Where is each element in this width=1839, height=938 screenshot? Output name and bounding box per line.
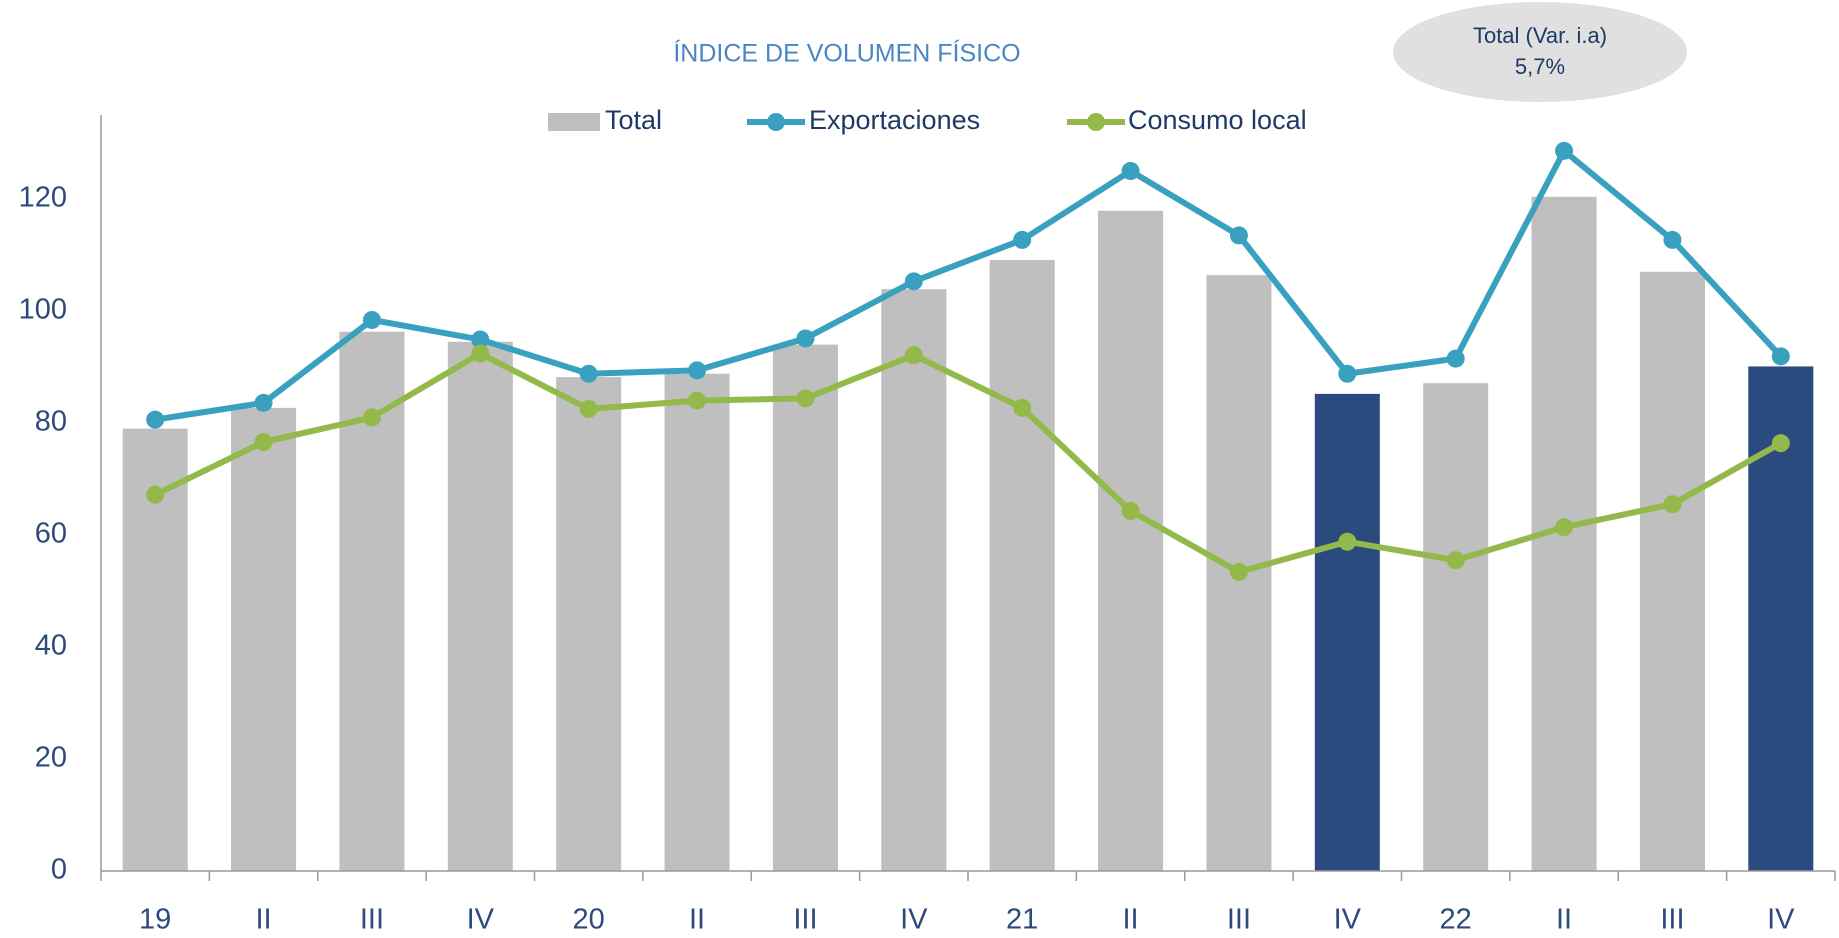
x-tick-label: III <box>793 904 817 936</box>
legend-swatch <box>548 113 600 131</box>
x-tick-label: 21 <box>1006 904 1038 936</box>
y-tick-label: 0 <box>51 854 67 886</box>
marker <box>1121 501 1140 520</box>
legend-label: Exportaciones <box>809 105 980 135</box>
marker <box>254 433 273 452</box>
bar <box>1098 210 1164 871</box>
x-tick-label: III <box>360 904 384 936</box>
marker <box>1663 230 1682 249</box>
marker <box>254 393 273 412</box>
legend-swatch <box>1087 113 1105 131</box>
bar <box>989 260 1055 871</box>
x-tick-label: IV <box>1334 904 1362 936</box>
bar <box>772 344 838 872</box>
marker <box>1338 532 1357 551</box>
line <box>154 147 1784 423</box>
y-tick-label: 60 <box>35 518 67 550</box>
marker <box>688 361 707 380</box>
bar <box>556 377 622 871</box>
marker <box>904 272 923 291</box>
marker <box>1338 364 1357 383</box>
marker <box>688 391 707 410</box>
x-tick-label: II <box>689 904 705 936</box>
x-tick-label: 19 <box>139 904 171 936</box>
marker <box>362 408 381 427</box>
marker <box>1771 434 1790 453</box>
annotation: 5,7% <box>1515 54 1565 79</box>
y-tick-label: 80 <box>35 406 67 438</box>
legend-swatch <box>767 113 785 131</box>
marker <box>1013 230 1032 249</box>
marker <box>362 310 381 329</box>
chart-title: ÍNDICE DE VOLUMEN FÍSICO <box>673 39 1020 68</box>
legend-label: Consumo local <box>1128 105 1307 135</box>
bar <box>447 341 513 871</box>
x-tick-label: II <box>1556 904 1572 936</box>
y-tick-label: 120 <box>19 182 67 214</box>
marker <box>1771 347 1790 366</box>
marker <box>1446 349 1465 368</box>
marker <box>146 410 165 429</box>
marker <box>796 329 815 348</box>
marker <box>1663 495 1682 514</box>
marker <box>1555 518 1574 537</box>
annotation-bubble <box>1393 2 1687 102</box>
y-tick-label: 40 <box>35 630 67 662</box>
marker <box>1555 141 1574 160</box>
marker <box>471 344 490 363</box>
y-tick-label: 20 <box>35 742 67 774</box>
marker <box>146 485 165 504</box>
x-tick-label: III <box>1660 904 1684 936</box>
marker <box>904 346 923 365</box>
y-tick-label: 100 <box>19 294 67 326</box>
annotation: Total (Var. i.a) <box>1473 23 1607 48</box>
marker <box>1229 226 1248 245</box>
bar <box>881 289 947 871</box>
bar <box>231 407 297 871</box>
marker <box>1121 162 1140 180</box>
x-tick-label: II <box>1123 904 1139 936</box>
bar <box>1314 393 1380 871</box>
bar <box>1639 271 1705 871</box>
x-tick-label: II <box>256 904 272 936</box>
marker <box>579 400 598 418</box>
marker <box>471 330 490 349</box>
marker <box>1013 398 1032 417</box>
x-tick-label: IV <box>1767 904 1795 936</box>
x-tick-label: 20 <box>573 904 605 936</box>
x-tick-label: III <box>1227 904 1251 936</box>
marker <box>579 364 598 383</box>
marker <box>1229 562 1248 581</box>
x-tick-label: IV <box>900 904 928 936</box>
marker <box>796 389 815 408</box>
marker <box>1446 551 1465 570</box>
line <box>153 350 1783 575</box>
bar <box>1423 383 1489 871</box>
x-tick-label: 22 <box>1440 904 1472 936</box>
legend-label: Total <box>605 105 662 135</box>
bar <box>664 373 730 871</box>
x-tick-label: IV <box>467 904 495 936</box>
